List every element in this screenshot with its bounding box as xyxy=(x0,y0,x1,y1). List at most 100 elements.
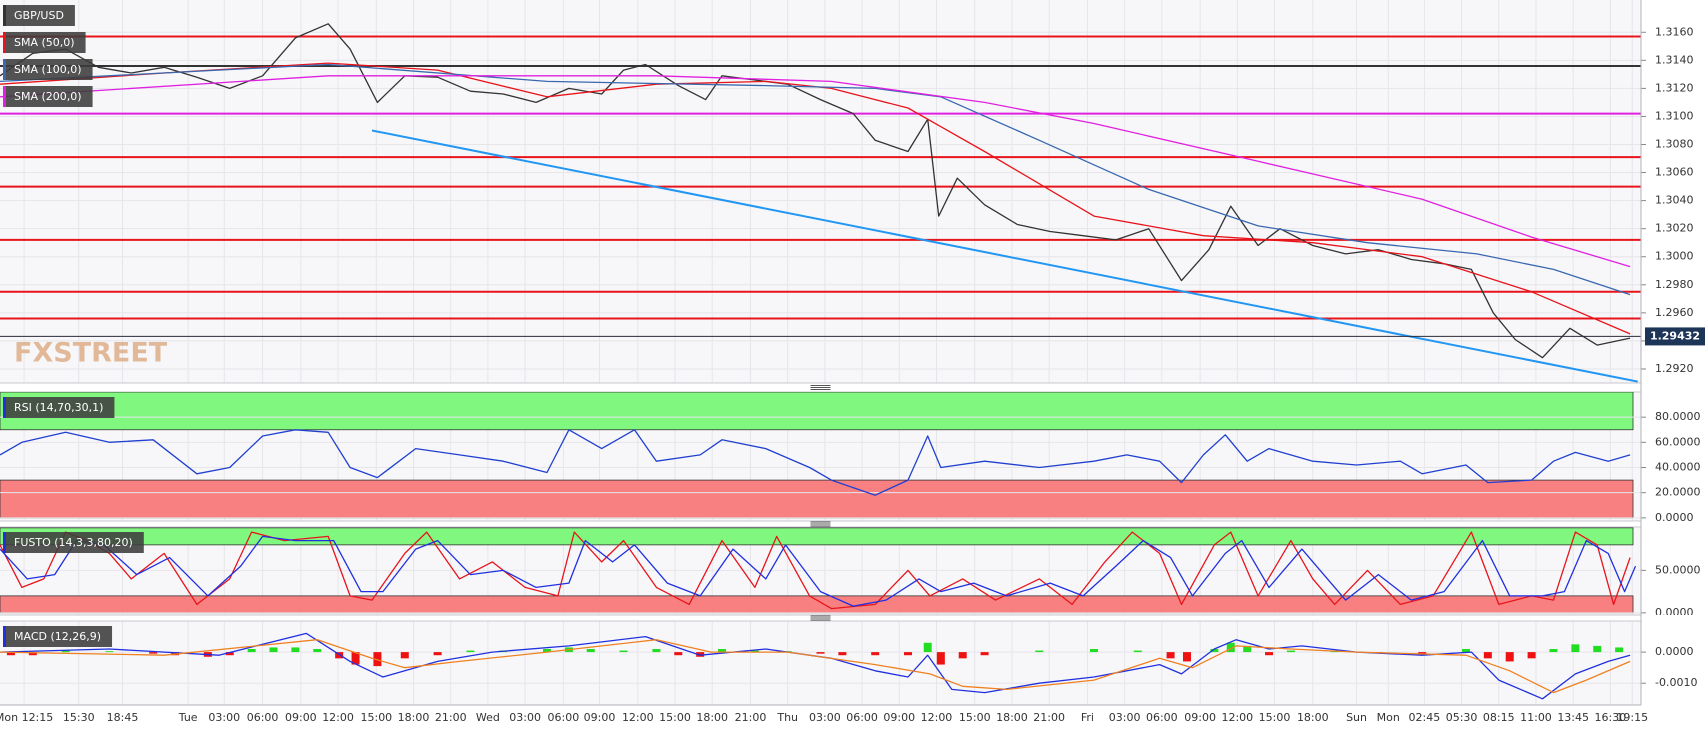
histogram-bar xyxy=(1418,652,1427,654)
histogram-bar xyxy=(1593,645,1602,653)
legend-label: SMA (100,0) xyxy=(14,63,82,76)
legend-box xyxy=(3,532,144,553)
histogram-bar xyxy=(1035,650,1044,653)
histogram-bar xyxy=(291,647,300,653)
legend-swatch xyxy=(3,86,6,107)
y-tick-label: 1.3080 xyxy=(1655,138,1694,151)
legend-swatch xyxy=(3,32,6,53)
y-tick-label: 1.3100 xyxy=(1655,109,1694,122)
series-line xyxy=(0,75,1631,268)
x-tick-label: 05:30 xyxy=(1446,711,1478,724)
legend-swatch xyxy=(3,5,6,26)
histogram-bar xyxy=(1483,652,1492,659)
histogram-bar xyxy=(586,649,595,653)
histogram-bar xyxy=(105,651,114,653)
histogram-bar xyxy=(1571,644,1580,653)
histogram-bar xyxy=(718,649,727,653)
y-tick-label: 1.3020 xyxy=(1655,222,1694,235)
histogram-bar xyxy=(351,652,360,665)
series-line xyxy=(0,63,1631,296)
legend-label: GBP/USD xyxy=(14,9,64,22)
y-tick-label: 40.0000 xyxy=(1655,461,1701,474)
zone xyxy=(0,527,1634,546)
legend-box xyxy=(3,86,93,107)
histogram-bar xyxy=(28,652,37,656)
x-tick-label: 12:00 xyxy=(921,711,953,724)
legend-box xyxy=(3,59,93,80)
x-tick-label: 09:00 xyxy=(1184,711,1216,724)
histogram-bar xyxy=(871,652,880,656)
y-tick-label: 1.3120 xyxy=(1655,81,1694,94)
histogram-bar xyxy=(750,650,759,653)
histogram-bar xyxy=(980,652,989,656)
panel xyxy=(0,392,1641,519)
histogram-bar xyxy=(619,650,628,653)
x-tick-label: 18:00 xyxy=(398,711,430,724)
grid-layer xyxy=(23,0,1633,705)
y-tick-label: 1.3160 xyxy=(1655,25,1694,38)
y-tick-label: 80.0000 xyxy=(1655,410,1701,423)
y-tick-label: 1.2960 xyxy=(1655,306,1694,319)
x-tick-label: 21:00 xyxy=(435,711,467,724)
legend-swatch xyxy=(3,532,6,553)
histogram-bar xyxy=(373,652,382,667)
legend-label: SMA (200,0) xyxy=(14,90,82,103)
x-tick-label: 03:00 xyxy=(509,711,541,724)
y-tick-label: 1.3060 xyxy=(1655,166,1694,179)
zone xyxy=(0,595,1634,614)
histogram-bar xyxy=(400,652,409,659)
histogram-bar xyxy=(652,649,661,653)
x-tick-label: 09:00 xyxy=(285,711,317,724)
watermark: FXSTREET xyxy=(14,338,168,369)
histogram-bar xyxy=(149,652,158,654)
x-tick-label: 19:15 xyxy=(1616,711,1648,724)
histogram-bar xyxy=(696,652,705,657)
histogram-bar xyxy=(1461,649,1470,653)
y-tick-label: 0.0000 xyxy=(1655,645,1694,658)
histogram-bar xyxy=(1505,652,1514,662)
y-tick-label: 0.0000 xyxy=(1655,511,1694,524)
histogram-bar xyxy=(1243,645,1252,653)
histogram-bar xyxy=(923,642,932,653)
panel xyxy=(0,23,1641,383)
histogram-bar xyxy=(335,652,344,659)
histogram-bar xyxy=(466,650,475,653)
x-tick-label: 12:00 xyxy=(322,711,354,724)
histogram-bar xyxy=(543,649,551,653)
series-line xyxy=(0,531,1631,610)
separator xyxy=(0,383,1707,392)
histogram-bar xyxy=(313,649,322,653)
histogram-bar xyxy=(1182,652,1191,662)
legend-box xyxy=(3,626,113,647)
x-tick-label: Mon 12:15 xyxy=(0,711,53,724)
y-tick-label: 1.3040 xyxy=(1655,194,1694,207)
series-line xyxy=(0,639,1631,694)
x-tick-label: 21:00 xyxy=(735,711,767,724)
separator xyxy=(0,615,1707,621)
histogram-bar xyxy=(1133,650,1142,653)
x-tick-label: 03:00 xyxy=(1109,711,1141,724)
legend-swatch xyxy=(3,626,6,647)
histogram-bar xyxy=(1210,649,1219,653)
x-tick-label: 15:00 xyxy=(659,711,691,724)
x-tick-label: Sun xyxy=(1346,711,1367,724)
trendline xyxy=(371,129,1638,383)
x-tick-label: 03:00 xyxy=(208,711,240,724)
series-line xyxy=(0,23,1631,359)
histogram-bar xyxy=(247,649,256,653)
last-price-tag xyxy=(1645,327,1705,346)
x-tick-label: 18:00 xyxy=(996,711,1028,724)
x-tick-label: 06:00 xyxy=(846,711,878,724)
y-tick-label: 50.0000 xyxy=(1655,563,1701,576)
zone xyxy=(0,479,1634,519)
histogram-bar xyxy=(1166,652,1175,659)
x-tick-label: 16:30 xyxy=(1595,711,1627,724)
x-tick-label: 06:00 xyxy=(247,711,279,724)
histogram-bar xyxy=(269,647,278,653)
series-line xyxy=(0,62,1631,335)
legend-label: SMA (50,0) xyxy=(14,36,75,49)
x-tick-label: 13:45 xyxy=(1557,711,1589,724)
y-tick-label: 20.0000 xyxy=(1655,486,1701,499)
legend-box xyxy=(3,32,86,53)
